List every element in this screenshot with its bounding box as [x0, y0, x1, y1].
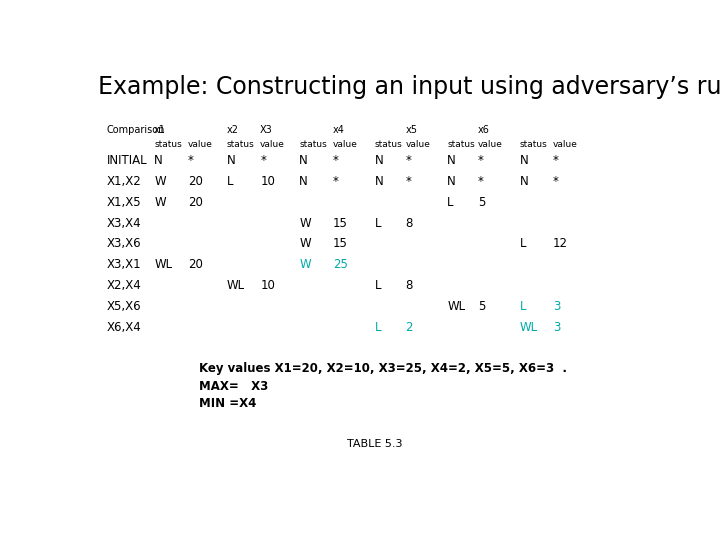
Text: X3,X6: X3,X6 — [107, 238, 141, 251]
Text: x2: x2 — [227, 125, 239, 135]
Text: N: N — [520, 175, 528, 188]
Text: 3: 3 — [553, 321, 560, 334]
Text: N: N — [447, 154, 456, 167]
Text: MIN =X4: MIN =X4 — [199, 397, 256, 410]
Text: MAX=   X3: MAX= X3 — [199, 380, 268, 393]
Text: 2: 2 — [405, 321, 413, 334]
Text: L: L — [227, 175, 233, 188]
Text: X3: X3 — [260, 125, 273, 135]
Text: N: N — [300, 154, 308, 167]
Text: Key values X1=20, X2=10, X3=25, X4=2, X5=5, X6=3  .: Key values X1=20, X2=10, X3=25, X4=2, X5… — [199, 362, 567, 375]
Text: N: N — [374, 175, 383, 188]
Text: L: L — [374, 279, 381, 292]
Text: W: W — [154, 196, 166, 209]
Text: N: N — [447, 175, 456, 188]
Text: 25: 25 — [333, 258, 348, 271]
Text: W: W — [154, 175, 166, 188]
Text: Comparison: Comparison — [107, 125, 165, 135]
Text: *: * — [333, 154, 338, 167]
Text: X2,X4: X2,X4 — [107, 279, 142, 292]
Text: value: value — [405, 140, 430, 149]
Text: X5,X6: X5,X6 — [107, 300, 141, 313]
Text: *: * — [553, 175, 559, 188]
Text: status: status — [300, 140, 327, 149]
Text: value: value — [478, 140, 503, 149]
Text: WL: WL — [227, 279, 245, 292]
Text: 20: 20 — [188, 196, 202, 209]
Text: 20: 20 — [188, 258, 202, 271]
Text: *: * — [478, 175, 484, 188]
Text: L: L — [520, 238, 526, 251]
Text: 10: 10 — [260, 175, 275, 188]
Text: 8: 8 — [405, 279, 413, 292]
Text: N: N — [374, 154, 383, 167]
Text: x5: x5 — [405, 125, 418, 135]
Text: 5: 5 — [478, 196, 485, 209]
Text: *: * — [478, 154, 484, 167]
Text: *: * — [188, 154, 194, 167]
Text: N: N — [300, 175, 308, 188]
Text: *: * — [260, 154, 266, 167]
Text: WL: WL — [154, 258, 172, 271]
Text: *: * — [553, 154, 559, 167]
Text: *: * — [405, 175, 411, 188]
Text: 12: 12 — [553, 238, 568, 251]
Text: status: status — [154, 140, 182, 149]
Text: value: value — [260, 140, 285, 149]
Text: N: N — [520, 154, 528, 167]
Text: status: status — [374, 140, 402, 149]
Text: 15: 15 — [333, 217, 348, 230]
Text: WL: WL — [447, 300, 465, 313]
Text: 20: 20 — [188, 175, 202, 188]
Text: L: L — [374, 321, 381, 334]
Text: 5: 5 — [478, 300, 485, 313]
Text: 3: 3 — [553, 300, 560, 313]
Text: value: value — [188, 140, 212, 149]
Text: L: L — [374, 217, 381, 230]
Text: 8: 8 — [405, 217, 413, 230]
Text: N: N — [154, 154, 163, 167]
Text: value: value — [333, 140, 358, 149]
Text: status: status — [447, 140, 475, 149]
Text: W: W — [300, 217, 311, 230]
Text: X6,X4: X6,X4 — [107, 321, 142, 334]
Text: L: L — [520, 300, 526, 313]
Text: N: N — [227, 154, 235, 167]
Text: W: W — [300, 238, 311, 251]
Text: status: status — [227, 140, 254, 149]
Text: *: * — [405, 154, 411, 167]
Text: L: L — [447, 196, 454, 209]
Text: 10: 10 — [260, 279, 275, 292]
Text: value: value — [553, 140, 578, 149]
Text: status: status — [520, 140, 547, 149]
Text: *: * — [333, 175, 338, 188]
Text: TABLE 5.3: TABLE 5.3 — [347, 439, 402, 449]
Text: X1,X5: X1,X5 — [107, 196, 141, 209]
Text: x1: x1 — [154, 125, 166, 135]
Text: x4: x4 — [333, 125, 345, 135]
Text: INITIAL: INITIAL — [107, 154, 148, 167]
Text: W: W — [300, 258, 311, 271]
Text: WL: WL — [520, 321, 538, 334]
Text: x6: x6 — [478, 125, 490, 135]
Text: X3,X4: X3,X4 — [107, 217, 141, 230]
Text: X1,X2: X1,X2 — [107, 175, 142, 188]
Text: Example: Constructing an input using adversary’s rules.: Example: Constructing an input using adv… — [99, 75, 720, 99]
Text: 15: 15 — [333, 238, 348, 251]
Text: X3,X1: X3,X1 — [107, 258, 141, 271]
